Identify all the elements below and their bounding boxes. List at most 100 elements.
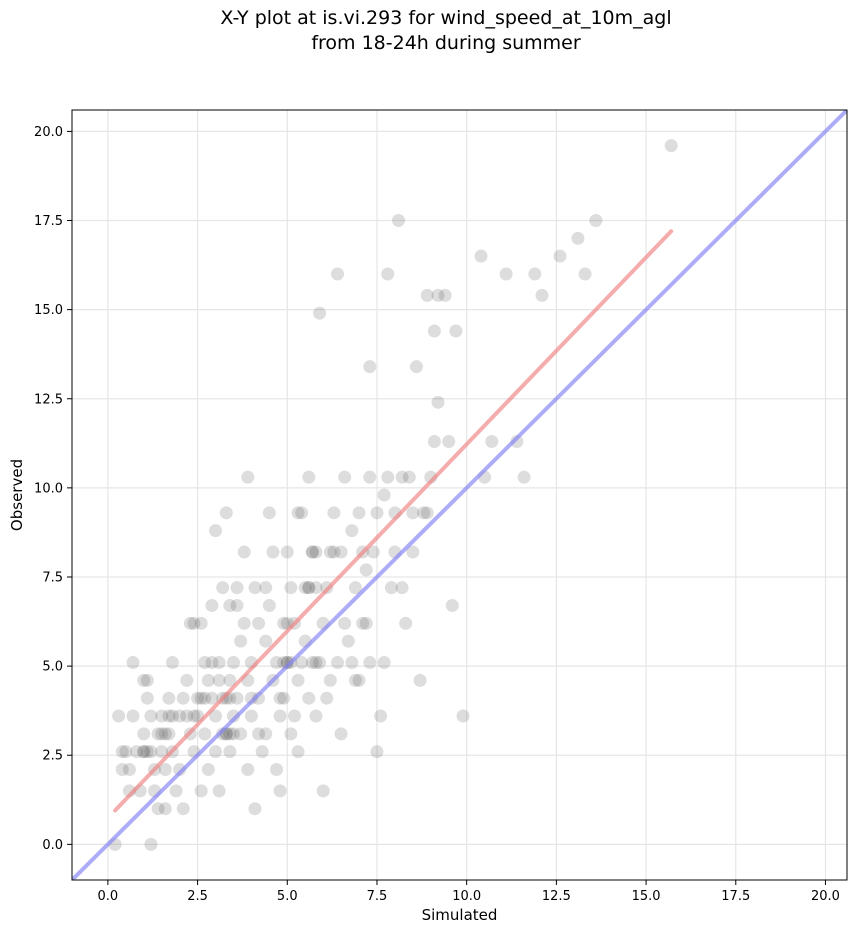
x-axis-ticks: 0.0 2.5 5.0 7.5 10.0 12.5 15.0 17.5 20.0 <box>98 880 840 904</box>
data-point <box>309 709 323 723</box>
data-point <box>291 673 305 687</box>
data-point <box>155 745 169 759</box>
x-tick-label: 12.5 <box>542 889 571 904</box>
data-point <box>248 581 262 595</box>
data-point <box>363 470 377 484</box>
data-point <box>377 656 391 670</box>
data-point <box>381 267 395 281</box>
data-point <box>345 524 359 538</box>
data-point <box>173 709 187 723</box>
x-tick-label: 5.0 <box>277 889 298 904</box>
data-point <box>126 656 140 670</box>
data-point <box>234 634 248 648</box>
data-point <box>334 545 348 559</box>
data-point <box>345 656 359 670</box>
data-point <box>212 784 226 798</box>
data-point <box>589 214 603 228</box>
data-point <box>259 634 273 648</box>
data-point <box>137 673 151 687</box>
data-point <box>201 673 215 687</box>
data-point <box>140 691 154 705</box>
x-tick-label: 17.5 <box>721 889 750 904</box>
data-point <box>485 435 499 449</box>
data-point <box>331 656 345 670</box>
chart-title: X-Y plot at is.vi.293 for wind_speed_at_… <box>0 6 856 56</box>
data-point <box>309 581 323 595</box>
data-point <box>140 673 154 687</box>
data-point <box>151 802 165 816</box>
data-point <box>273 709 287 723</box>
data-point <box>499 267 513 281</box>
data-point <box>395 470 409 484</box>
data-point <box>158 802 172 816</box>
data-point <box>348 673 362 687</box>
y-tick-label: 10.0 <box>34 481 63 496</box>
data-point <box>198 727 212 741</box>
data-point <box>664 139 678 153</box>
x-tick-label: 10.0 <box>452 889 481 904</box>
data-point <box>140 745 154 759</box>
reference-lines <box>72 110 847 880</box>
data-point <box>151 727 165 741</box>
data-point <box>237 616 251 630</box>
y-tick-label: 15.0 <box>34 303 63 318</box>
data-point <box>427 435 441 449</box>
data-point <box>223 673 237 687</box>
scatter-points <box>108 139 678 851</box>
x-tick-label: 7.5 <box>367 889 388 904</box>
data-point <box>158 762 172 776</box>
data-point <box>230 581 244 595</box>
data-point <box>209 524 223 538</box>
data-point <box>209 709 223 723</box>
data-point <box>266 545 280 559</box>
data-point <box>352 506 366 520</box>
data-point <box>327 545 341 559</box>
data-point <box>187 616 201 630</box>
data-point <box>115 762 129 776</box>
data-point <box>363 656 377 670</box>
data-point <box>130 745 144 759</box>
data-point <box>438 288 452 302</box>
data-point <box>413 673 427 687</box>
data-point <box>327 506 341 520</box>
data-point <box>323 673 337 687</box>
data-point <box>420 288 434 302</box>
data-point <box>226 709 240 723</box>
data-point <box>216 727 230 741</box>
data-point <box>309 656 323 670</box>
data-point <box>352 673 366 687</box>
data-point <box>528 267 542 281</box>
data-point <box>198 656 212 670</box>
data-point <box>244 709 258 723</box>
y-tick-label: 20.0 <box>34 125 63 140</box>
x-tick-label: 20.0 <box>811 889 840 904</box>
data-point <box>406 506 420 520</box>
data-point <box>338 470 352 484</box>
data-point <box>155 727 169 741</box>
data-point <box>384 581 398 595</box>
data-point <box>331 267 345 281</box>
data-point <box>280 656 294 670</box>
data-point <box>252 616 266 630</box>
data-point <box>198 691 212 705</box>
data-point <box>395 581 409 595</box>
data-point <box>578 267 592 281</box>
data-point <box>244 691 258 705</box>
data-point <box>302 691 316 705</box>
data-point <box>212 673 226 687</box>
data-point <box>280 545 294 559</box>
data-point <box>273 784 287 798</box>
data-point <box>205 691 219 705</box>
data-point <box>273 691 287 705</box>
data-point <box>305 545 319 559</box>
data-point <box>137 745 151 759</box>
data-point <box>291 745 305 759</box>
data-point <box>277 616 291 630</box>
data-point <box>194 691 208 705</box>
data-point <box>169 784 183 798</box>
data-point <box>302 581 316 595</box>
data-point <box>284 581 298 595</box>
y-tick-label: 5.0 <box>42 660 63 675</box>
data-point <box>417 506 431 520</box>
data-point <box>381 470 395 484</box>
